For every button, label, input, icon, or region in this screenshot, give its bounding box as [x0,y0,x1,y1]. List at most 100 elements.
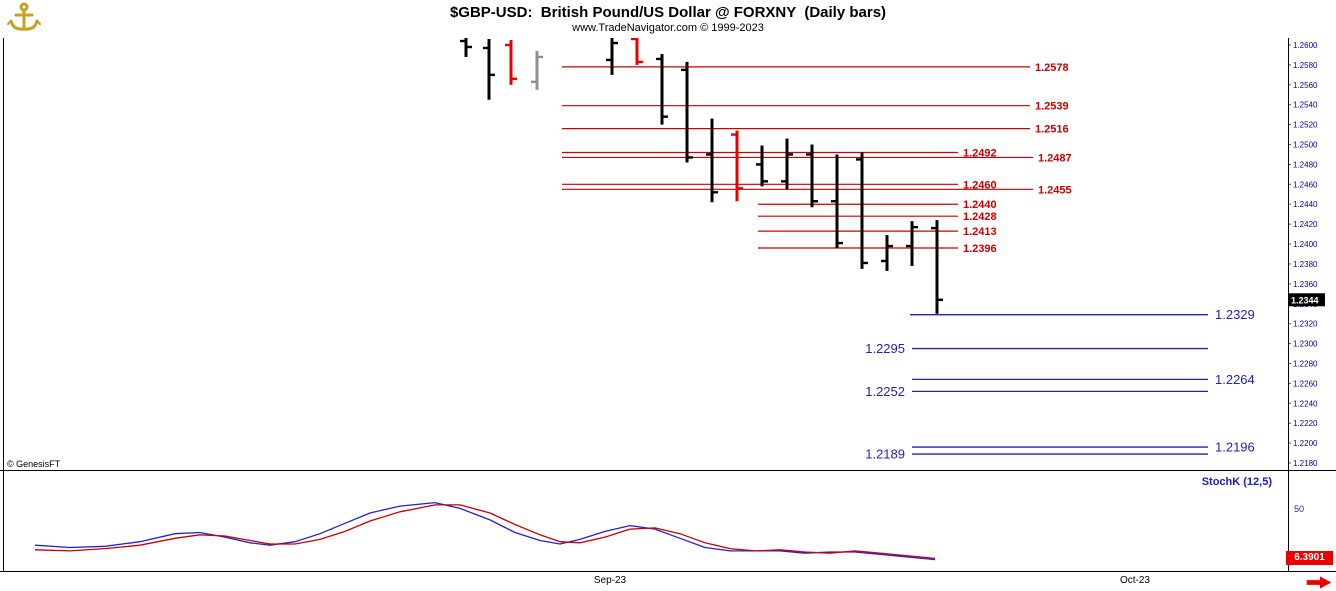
date-label: Sep-23 [593,575,627,586]
price-axis-tick: 1.2400 [1288,240,1318,249]
svg-text:1.2520: 1.2520 [1293,121,1318,130]
svg-text:1.2260: 1.2260 [1293,379,1318,388]
svg-text:1.2400: 1.2400 [1293,240,1318,249]
svg-text:1.2180: 1.2180 [1293,459,1318,468]
resistance-level: 1.2460 [562,179,997,191]
ohlc-bar [606,38,618,75]
price-axis-tick: 1.2320 [1288,320,1318,329]
svg-text:1.2440: 1.2440 [963,199,997,211]
svg-text:1.2600: 1.2600 [1293,41,1318,50]
ohlc-bar [856,152,868,269]
svg-text:1.2220: 1.2220 [1293,419,1318,428]
price-axis-tick: 1.2280 [1288,359,1318,368]
svg-text:1.2380: 1.2380 [1293,260,1318,269]
price-axis-tick: 1.2600 [1288,41,1318,50]
svg-text:1.2189: 1.2189 [865,447,905,462]
svg-text:1.2480: 1.2480 [1293,160,1318,169]
chart-header: $GBP-USD: British Pound/US Dollar @ FORX… [0,0,1336,34]
price-axis-tick: 1.2560 [1288,81,1318,90]
svg-text:1.2455: 1.2455 [1038,184,1072,196]
scroll-right-arrow[interactable] [1304,574,1334,591]
resistance-level: 1.2455 [562,184,1072,196]
price-axis-tick: 1.2380 [1288,260,1318,269]
price-axis-tick: 1.2540 [1288,101,1318,110]
price-axis-tick: 1.2360 [1288,280,1318,289]
price-axis-tick: 1.2300 [1288,340,1318,349]
resistance-level: 1.2396 [758,243,997,255]
price-chart-canvas[interactable]: 1.2578 1.2539 1.2516 1.2492 1.2487 1.2460 1.24… [0,38,1336,471]
ohlc-bar [706,118,718,203]
svg-text:1.2420: 1.2420 [1293,220,1318,229]
price-axis-border [1288,38,1289,571]
ohlc-bar [781,138,793,190]
resistance-level: 1.2492 [562,147,997,159]
resistance-level: 1.2413 [758,226,997,238]
svg-text:1.2240: 1.2240 [1293,399,1318,408]
svg-text:1.2500: 1.2500 [1293,141,1318,150]
stoch-series-stochk-smoothed-red [34,504,936,560]
svg-text:1.2413: 1.2413 [963,226,997,238]
support-level: 1.2196 [912,440,1255,455]
svg-text:1.2396: 1.2396 [963,243,997,255]
ohlc-bar [631,38,643,65]
svg-text:1.2295: 1.2295 [865,341,905,356]
resistance-level: 1.2487 [562,152,1072,164]
svg-text:1.2360: 1.2360 [1293,280,1318,289]
price-axis-tick: 1.2440 [1288,200,1318,209]
support-level: 1.2329 [910,307,1255,322]
price-axis-tick: 1.2200 [1288,439,1318,448]
support-level: 1.2264 [912,372,1255,387]
stoch-indicator-label: StochK (12,5) [1201,476,1272,488]
svg-text:1.2252: 1.2252 [865,384,905,399]
ohlc-bar [906,221,918,266]
price-axis-tick: 1.2580 [1288,61,1318,70]
chart-title: $GBP-USD: British Pound/US Dollar @ FORX… [449,4,887,21]
svg-text:1.2487: 1.2487 [1038,152,1072,164]
stoch-panel-canvas[interactable] [0,471,1336,571]
date-label: Oct-23 [1119,575,1150,586]
svg-text:1.2460: 1.2460 [963,179,997,191]
support-level: 1.2295 [865,341,1208,356]
resistance-level: 1.2440 [758,199,997,211]
last-price-badge: 1.2344 [1288,293,1325,307]
price-axis-tick: 1.2520 [1288,121,1318,130]
svg-text:1.2344: 1.2344 [1291,295,1319,305]
svg-text:1.2428: 1.2428 [963,211,997,223]
resistance-level: 1.2428 [758,211,997,223]
panel-divider [0,470,1336,471]
svg-text:1.2200: 1.2200 [1293,439,1318,448]
ohlc-bar [831,154,843,249]
price-axis-tick: 1.2500 [1288,141,1318,150]
price-axis-tick: 1.2220 [1288,419,1318,428]
support-level: 1.2189 [865,447,1208,462]
ohlc-bar [460,38,472,57]
resistance-level: 1.2578 [562,62,1069,74]
svg-text:1.2560: 1.2560 [1293,81,1318,90]
svg-text:1.2329: 1.2329 [1215,307,1255,322]
svg-text:1.2320: 1.2320 [1293,320,1318,329]
svg-text:1.2280: 1.2280 [1293,359,1318,368]
resistance-level: 1.2516 [562,124,1069,136]
ohlc-bar [731,130,743,202]
ohlc-bar [806,144,818,208]
svg-text:1.2492: 1.2492 [963,147,997,159]
support-level: 1.2252 [865,384,1208,399]
date-axis: Sep-23 Oct-23 [0,571,1336,591]
chart-left-border [3,38,4,571]
svg-text:1.2580: 1.2580 [1293,61,1318,70]
chart-subtitle: www.TradeNavigator.com © 1999-2023 [572,22,764,34]
svg-text:1.2460: 1.2460 [1293,180,1318,189]
svg-text:1.2578: 1.2578 [1035,62,1069,74]
trade-navigator-logo-icon [4,2,44,34]
svg-text:1.2539: 1.2539 [1035,101,1069,113]
price-axis-tick: 1.2260 [1288,379,1318,388]
ohlc-bar [483,39,495,100]
svg-text:1.2300: 1.2300 [1293,340,1318,349]
price-axis-tick: 1.2460 [1288,180,1318,189]
price-axis-tick: 1.2240 [1288,399,1318,408]
ohlc-bar [531,50,543,90]
price-axis-tick: 1.2420 [1288,220,1318,229]
stoch-value-badge: 6.3901 [1286,551,1333,565]
svg-text:1.2264: 1.2264 [1215,372,1255,387]
